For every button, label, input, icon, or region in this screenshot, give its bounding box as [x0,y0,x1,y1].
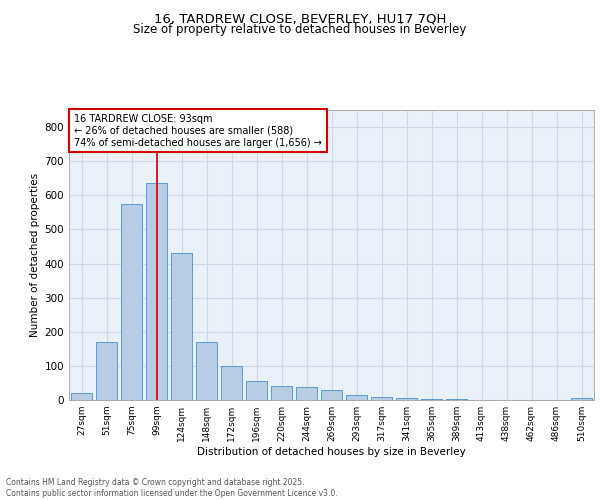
Bar [271,386,292,400]
Bar [396,398,417,400]
X-axis label: Distribution of detached houses by size in Beverley: Distribution of detached houses by size … [197,447,466,457]
Bar [371,396,392,400]
Bar [321,390,342,400]
Bar [221,366,242,400]
Bar [71,393,92,400]
Text: Contains HM Land Registry data © Crown copyright and database right 2025.
Contai: Contains HM Land Registry data © Crown c… [6,478,338,498]
Bar [296,388,317,400]
Bar [571,398,592,400]
Bar [421,399,442,400]
Bar [171,254,192,400]
Bar [146,184,167,400]
Text: 16 TARDREW CLOSE: 93sqm
← 26% of detached houses are smaller (588)
74% of semi-d: 16 TARDREW CLOSE: 93sqm ← 26% of detache… [74,114,322,148]
Y-axis label: Number of detached properties: Number of detached properties [31,173,40,337]
Text: Size of property relative to detached houses in Beverley: Size of property relative to detached ho… [133,24,467,36]
Text: 16, TARDREW CLOSE, BEVERLEY, HU17 7QH: 16, TARDREW CLOSE, BEVERLEY, HU17 7QH [154,12,446,26]
Bar [121,204,142,400]
Bar [96,342,117,400]
Bar [346,395,367,400]
Bar [246,381,267,400]
Bar [196,342,217,400]
